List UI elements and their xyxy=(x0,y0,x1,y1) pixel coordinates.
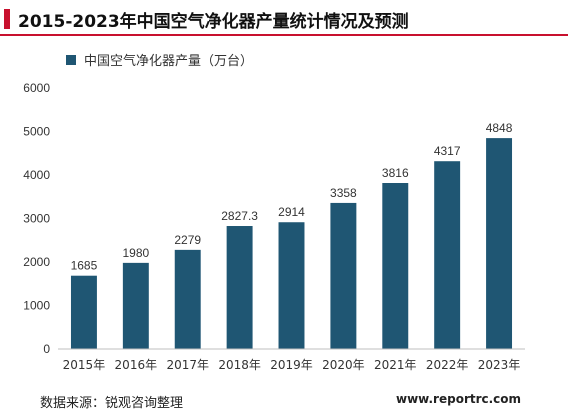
bar xyxy=(70,275,97,349)
chart-legend: 中国空气净化器产量（万台） xyxy=(66,50,253,69)
x-tick-label: 2022年 xyxy=(426,358,469,372)
y-tick-label: 2000 xyxy=(23,255,50,269)
bar xyxy=(122,262,149,349)
x-axis: 2015年 2016年 2017年 2018年 2019年 2020年 2021年 2022年… xyxy=(58,348,525,372)
bars-group: 1685 1980 2279 2827.3 2914 3358 3816 4317 4848 xyxy=(71,121,513,349)
bar xyxy=(174,249,201,349)
y-tick-label: 6000 xyxy=(23,81,50,95)
x-tick-label: 2019年 xyxy=(270,358,313,372)
y-tick-label: 1000 xyxy=(23,299,50,313)
x-tick-label: 2015年 xyxy=(63,358,106,372)
y-tick-label: 0 xyxy=(43,342,50,356)
website-link[interactable]: www.reportrc.com xyxy=(396,392,522,406)
bar xyxy=(434,161,461,349)
x-tick-label: 2018年 xyxy=(218,358,261,372)
x-tick-label: 2021年 xyxy=(374,358,417,372)
bar-value-label: 1685 xyxy=(71,259,98,273)
bar-value-label: 2279 xyxy=(174,233,201,247)
bar xyxy=(278,222,305,349)
bar-value-label: 1980 xyxy=(122,246,149,260)
bar-value-label: 2827.3 xyxy=(221,209,258,223)
bar xyxy=(486,138,513,349)
y-tick-label: 5000 xyxy=(23,125,50,139)
bar-value-label: 4848 xyxy=(486,121,513,135)
bar xyxy=(226,226,253,349)
x-tick-label: 2017年 xyxy=(166,358,209,372)
y-tick-label: 3000 xyxy=(23,212,50,226)
bar-value-label: 2914 xyxy=(278,205,305,219)
bar-value-label: 3816 xyxy=(382,166,409,180)
source-note: 数据来源：锐观咨询整理 xyxy=(40,396,184,411)
title-bar: 2015-2023年中国空气净化器产量统计情况及预测 xyxy=(0,0,568,36)
bar xyxy=(382,183,409,349)
x-tick-label: 2020年 xyxy=(322,358,365,372)
x-tick-label: 2023年 xyxy=(478,358,521,372)
y-tick-label: 4000 xyxy=(23,168,50,182)
y-axis: 0 1000 2000 3000 4000 5000 6000 xyxy=(23,81,50,356)
bar-value-label: 4317 xyxy=(434,144,461,158)
page-title: 2015-2023年中国空气净化器产量统计情况及预测 xyxy=(18,12,409,32)
legend-swatch xyxy=(66,54,76,65)
title-accent-bar xyxy=(4,9,10,29)
bar xyxy=(330,202,357,349)
legend-label: 中国空气净化器产量（万台） xyxy=(84,54,254,69)
bar-value-label: 3358 xyxy=(330,186,357,200)
x-tick-label: 2016年 xyxy=(115,358,158,372)
